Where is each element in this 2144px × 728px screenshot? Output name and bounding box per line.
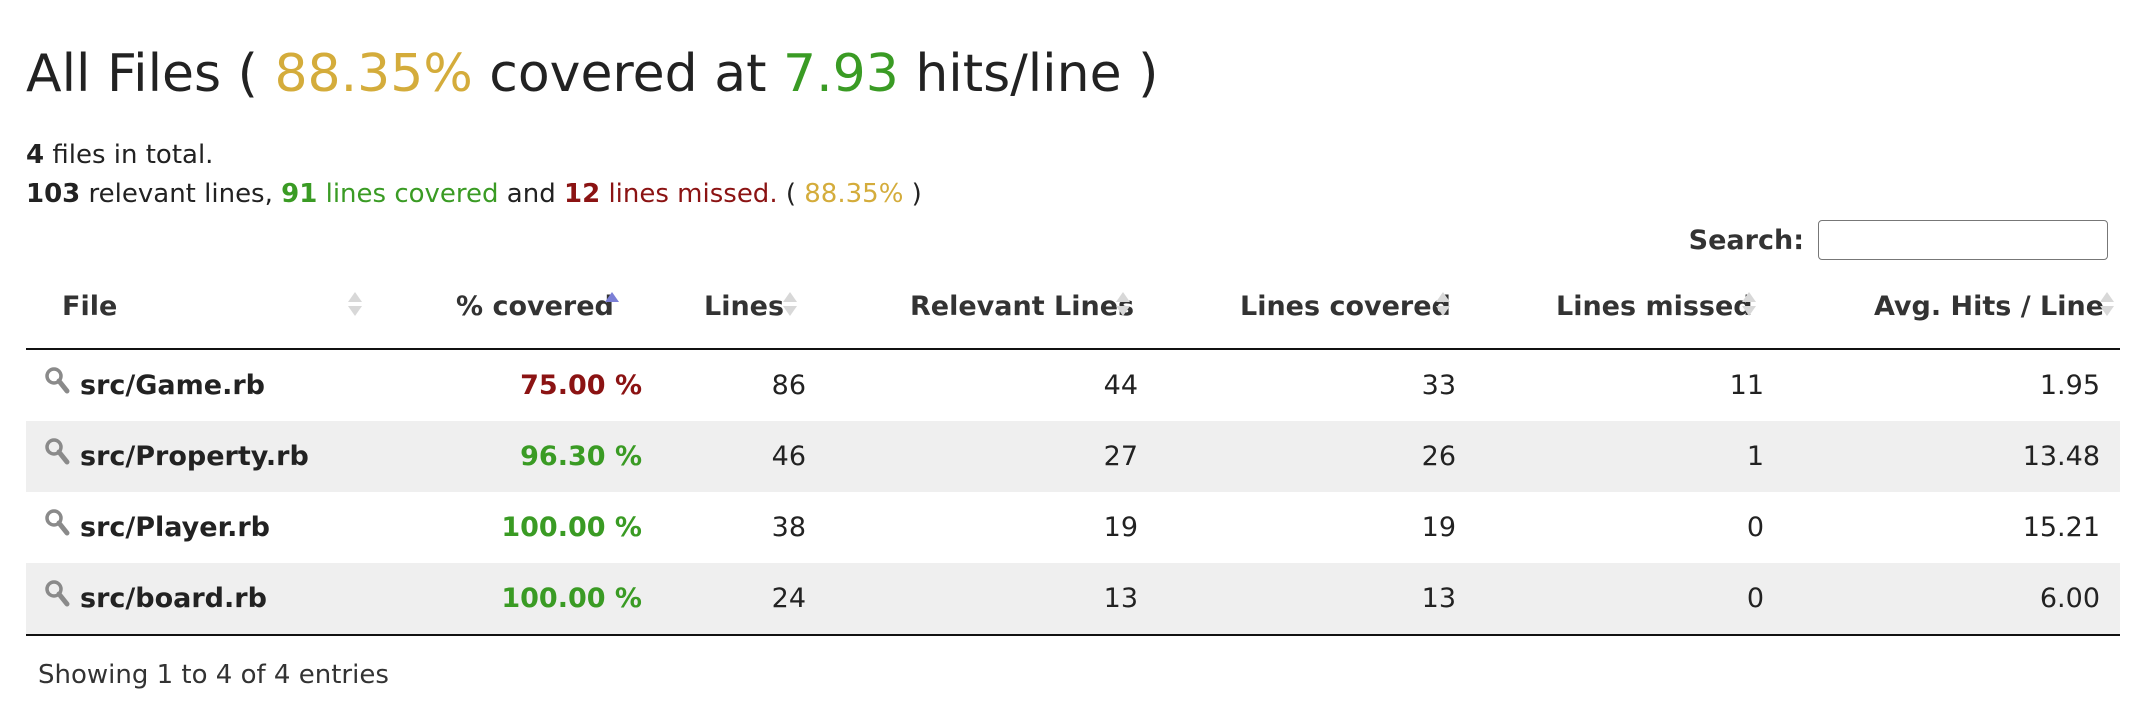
- title-prefix: All Files (: [26, 44, 258, 104]
- column-header-relevant-lines-label: Relevant Lines: [910, 291, 1135, 322]
- file-cell: src/Player.rb: [44, 492, 270, 563]
- relevant-lines-count: 27: [1103, 441, 1138, 472]
- search-input[interactable]: [1818, 220, 2108, 260]
- title-hits-value: 7.93: [783, 44, 899, 104]
- file-link[interactable]: src/board.rb: [80, 583, 267, 614]
- magnifier-icon: [44, 350, 70, 421]
- relevant-lines-count: 19: [1103, 512, 1138, 543]
- lines-missed-count: 0: [1746, 583, 1764, 614]
- sort-both-icon: [2100, 292, 2114, 322]
- column-header-covered-label: % covered: [456, 291, 614, 322]
- sort-both-icon: [1742, 292, 1756, 322]
- table-row[interactable]: src/board.rb 100.00 % 24 13 13 0 6.00: [26, 563, 2120, 636]
- column-header-lines-missed[interactable]: Lines missed: [1556, 272, 1753, 348]
- and-text: and: [506, 179, 556, 209]
- search-label: Search:: [1688, 224, 1804, 256]
- column-header-avg-hits-label: Avg. Hits / Line: [1874, 291, 2105, 322]
- sort-both-icon: [348, 292, 362, 322]
- column-header-lines-label: Lines: [704, 291, 785, 322]
- search-box: Search:: [1689, 220, 2108, 260]
- files-text: files in total.: [52, 140, 214, 170]
- lines-missed-text: lines missed.: [608, 179, 778, 209]
- file-link[interactable]: src/Property.rb: [80, 441, 309, 472]
- covered-percent: 96.30 %: [520, 441, 642, 472]
- sort-both-icon: [783, 292, 797, 322]
- covered-percent: 75.00 %: [520, 370, 642, 401]
- lines-count: 86: [771, 370, 806, 401]
- column-header-lines[interactable]: Lines: [704, 272, 784, 348]
- lines-missed-count: 1: [1746, 441, 1764, 472]
- column-header-covered[interactable]: % covered: [456, 272, 614, 348]
- files-count: 4: [26, 140, 45, 170]
- table-row[interactable]: src/Game.rb 75.00 % 86 44 33 11 1.95: [26, 350, 2120, 421]
- relevant-lines-text: relevant lines,: [88, 179, 273, 209]
- lines-covered-count: 33: [1421, 370, 1456, 401]
- avg-hits-value: 1.95: [2039, 370, 2100, 401]
- avg-hits-value: 15.21: [2022, 512, 2100, 543]
- magnifier-icon: [44, 563, 70, 634]
- column-header-lines-covered-label: Lines covered: [1240, 291, 1451, 322]
- avg-hits-value: 6.00: [2039, 583, 2100, 614]
- file-cell: src/Game.rb: [44, 350, 265, 421]
- table-header: File % covered Lines Relevant Lines Line…: [26, 272, 2120, 350]
- sort-both-icon: [1436, 292, 1450, 322]
- lines-covered-count: 91: [281, 179, 318, 209]
- sort-both-icon: [1116, 292, 1130, 322]
- lines-count: 24: [771, 583, 806, 614]
- relevant-lines-count: 103: [26, 179, 81, 209]
- file-link[interactable]: src/Game.rb: [80, 370, 265, 401]
- lines-covered-count: 13: [1421, 583, 1456, 614]
- lines-covered-text: lines covered: [325, 179, 499, 209]
- title-covered-at: covered at: [489, 44, 767, 104]
- files-summary: 4 files in total.: [26, 140, 213, 170]
- column-header-lines-covered[interactable]: Lines covered: [1240, 272, 1451, 348]
- covered-percent: 100.00 %: [501, 512, 642, 543]
- title-covered-percent: 88.35%: [274, 44, 473, 104]
- lines-missed-count: 11: [1729, 370, 1764, 401]
- lines-count: 38: [771, 512, 806, 543]
- summary-percent: 88.35%: [804, 179, 904, 209]
- column-header-file[interactable]: File: [62, 272, 117, 348]
- lines-missed-count: 12: [563, 179, 601, 209]
- page-title: All Files ( 88.35% covered at 7.93 hits/…: [26, 38, 1158, 110]
- lines-covered-count: 26: [1421, 441, 1456, 472]
- lines-summary: 103 relevant lines, 91 lines covered and…: [26, 179, 922, 209]
- title-suffix: hits/line ): [915, 44, 1159, 104]
- paren-close: ): [911, 179, 922, 209]
- magnifier-icon: [44, 492, 70, 563]
- covered-percent: 100.00 %: [501, 583, 642, 614]
- table-info: Showing 1 to 4 of 4 entries: [38, 660, 389, 690]
- coverage-table: File % covered Lines Relevant Lines Line…: [26, 272, 2120, 636]
- column-header-avg-hits[interactable]: Avg. Hits / Line: [1874, 272, 2104, 348]
- avg-hits-value: 13.48: [2022, 441, 2100, 472]
- relevant-lines-count: 44: [1103, 370, 1138, 401]
- sort-ascending-icon: [605, 292, 619, 322]
- lines-count: 46: [771, 441, 806, 472]
- file-cell: src/board.rb: [44, 563, 267, 634]
- column-header-lines-missed-label: Lines missed: [1556, 291, 1753, 322]
- file-link[interactable]: src/Player.rb: [80, 512, 270, 543]
- column-header-relevant-lines[interactable]: Relevant Lines: [910, 272, 1134, 348]
- lines-missed-count: 0: [1746, 512, 1764, 543]
- lines-covered-count: 19: [1421, 512, 1456, 543]
- relevant-lines-count: 13: [1103, 583, 1138, 614]
- file-cell: src/Property.rb: [44, 421, 309, 492]
- column-header-file-label: File: [62, 291, 118, 322]
- magnifier-icon: [44, 421, 70, 492]
- table-row[interactable]: src/Player.rb 100.00 % 38 19 19 0 15.21: [26, 492, 2120, 563]
- table-row[interactable]: src/Property.rb 96.30 % 46 27 26 1 13.48: [26, 421, 2120, 492]
- paren-open: (: [785, 179, 796, 209]
